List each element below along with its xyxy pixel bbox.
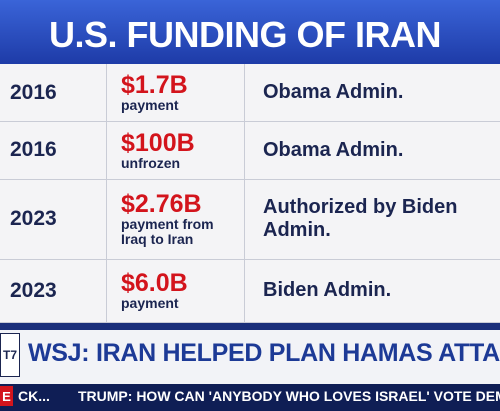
year-cell: 2016	[0, 64, 107, 121]
amount-note: payment	[121, 97, 179, 113]
ticker-left: CK...	[18, 388, 50, 404]
channel-badge: T7	[0, 333, 20, 377]
ticker-tag: E	[0, 386, 13, 406]
ticker	[0, 384, 500, 411]
amount-note: payment	[121, 295, 179, 311]
description-cell: Obama Admin.	[263, 81, 404, 103]
amount: $100B	[121, 128, 195, 157]
amount-cell: $2.76B payment from Iraq to Iran	[107, 179, 245, 259]
amount: $1.7B	[121, 71, 188, 99]
table-row: 2023 $6.0B payment Biden Admin.	[0, 259, 500, 323]
title: U.S. FUNDING OF IRAN	[49, 14, 442, 55]
ticker-text: TRUMP: HOW CAN 'ANYBODY WHO LOVES ISRAEL…	[78, 388, 500, 404]
amount: $2.76B	[121, 190, 202, 218]
amount: $6.0B	[121, 269, 188, 297]
title-bar	[0, 0, 500, 66]
headline: WSJ: IRAN HELPED PLAN HAMAS ATTACK ON I	[28, 339, 500, 367]
table: 2016 $1.7B payment Obama Admin. 2016 $100B unf…	[0, 64, 500, 323]
year-cell: 2023	[0, 259, 107, 322]
description-cell: Obama Admin.	[263, 138, 404, 161]
amount-note: unfrozen	[121, 154, 181, 171]
amount-cell: $6.0B payment	[107, 259, 245, 322]
table-row: 2016 $1.7B payment Obama Admin.	[0, 64, 500, 122]
table-row: 2016 $100B unfrozen Obama Admin.	[0, 121, 500, 180]
description-cell: Authorized by Biden Admin.	[263, 196, 458, 241]
description-cell: Biden Admin.	[263, 279, 392, 301]
banner	[0, 330, 500, 384]
year-cell: 2016	[0, 121, 107, 179]
table-row: 2023 $2.76B payment from Iraq to Iran Autho…	[0, 179, 500, 260]
amount-cell: $1.7B payment	[107, 64, 245, 121]
year-cell: 2023	[0, 179, 107, 259]
amount-cell: $100B unfrozen	[107, 121, 245, 179]
amount-note: payment from Iraq to Iran	[121, 216, 214, 247]
